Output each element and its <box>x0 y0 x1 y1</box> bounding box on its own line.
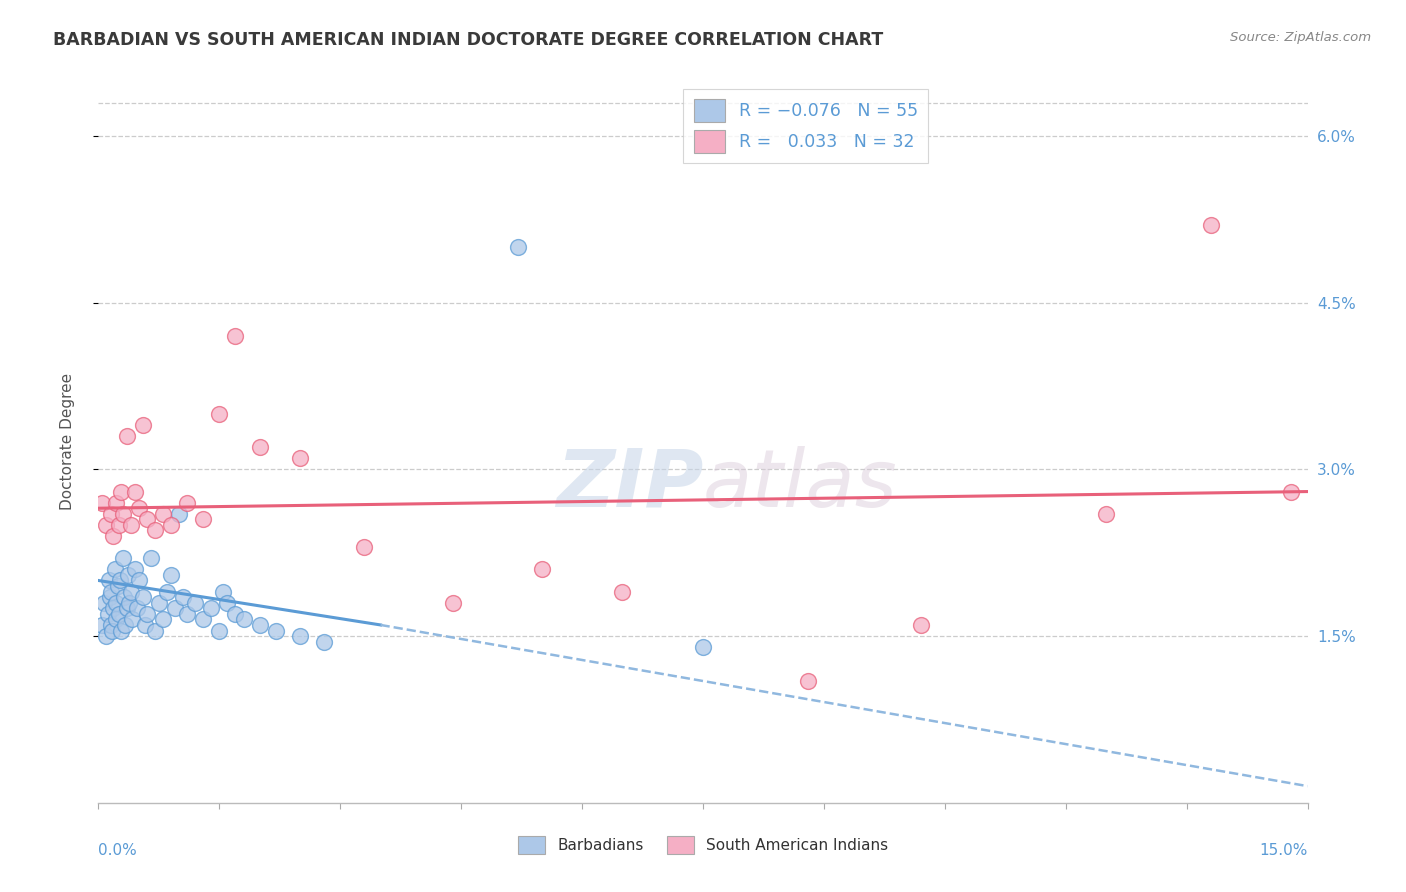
Point <box>101 624 124 638</box>
Point <box>152 507 174 521</box>
Text: Source: ZipAtlas.com: Source: ZipAtlas.com <box>1230 31 1371 45</box>
Point <box>184 596 207 610</box>
Point <box>127 601 149 615</box>
Point <box>612 584 634 599</box>
Point <box>108 574 131 588</box>
Point <box>212 584 235 599</box>
Text: BARBADIAN VS SOUTH AMERICAN INDIAN DOCTORATE DEGREE CORRELATION CHART: BARBADIAN VS SOUTH AMERICAN INDIAN DOCTO… <box>53 31 884 49</box>
Point <box>910 618 932 632</box>
Point <box>314 634 336 648</box>
Point <box>110 624 132 638</box>
Point <box>118 596 141 610</box>
Point <box>156 584 179 599</box>
Point <box>288 629 311 643</box>
Point <box>264 624 287 638</box>
Point <box>224 607 246 621</box>
Point <box>167 507 190 521</box>
Point <box>101 601 124 615</box>
Point <box>172 590 194 604</box>
Legend: Barbadians, South American Indians: Barbadians, South American Indians <box>512 830 894 860</box>
Point <box>128 574 150 588</box>
Text: ZIP: ZIP <box>555 446 703 524</box>
Point <box>217 596 239 610</box>
Point <box>1199 218 1222 232</box>
Point <box>100 584 122 599</box>
Point <box>100 618 122 632</box>
Point <box>93 596 115 610</box>
Point <box>353 540 375 554</box>
Point <box>160 568 183 582</box>
Point <box>110 484 132 499</box>
Point <box>506 240 529 254</box>
Point <box>1281 484 1303 499</box>
Point <box>163 601 186 615</box>
Point <box>96 629 118 643</box>
Point <box>120 517 142 532</box>
Point <box>441 596 464 610</box>
Point <box>132 590 155 604</box>
Point <box>115 429 138 443</box>
Point <box>1095 507 1118 521</box>
Point <box>105 496 128 510</box>
Point <box>91 496 114 510</box>
Point <box>117 568 139 582</box>
Point <box>208 624 231 638</box>
Point <box>98 590 121 604</box>
Point <box>160 517 183 532</box>
Point <box>249 440 271 454</box>
Point <box>111 507 134 521</box>
Point <box>100 507 122 521</box>
Point <box>107 517 129 532</box>
Point <box>96 517 118 532</box>
Point <box>692 640 714 655</box>
Point <box>128 501 150 516</box>
Point <box>208 407 231 421</box>
Text: 0.0%: 0.0% <box>98 843 138 857</box>
Text: 15.0%: 15.0% <box>1260 843 1308 857</box>
Point <box>105 612 128 626</box>
Point <box>121 612 143 626</box>
Point <box>148 596 170 610</box>
Point <box>193 612 215 626</box>
Point <box>107 607 129 621</box>
Point <box>139 551 162 566</box>
Point <box>249 618 271 632</box>
Point <box>193 512 215 526</box>
Point <box>120 584 142 599</box>
Point <box>124 484 146 499</box>
Point <box>530 562 553 576</box>
Point <box>97 607 120 621</box>
Point <box>105 596 128 610</box>
Point <box>232 612 254 626</box>
Point <box>176 496 198 510</box>
Point <box>288 451 311 466</box>
Point <box>101 529 124 543</box>
Point <box>112 590 135 604</box>
Point <box>97 574 120 588</box>
Point <box>135 512 157 526</box>
Point <box>107 579 129 593</box>
Point <box>797 673 820 688</box>
Point <box>103 562 125 576</box>
Point <box>152 612 174 626</box>
Point <box>114 618 136 632</box>
Point <box>176 607 198 621</box>
Point <box>143 624 166 638</box>
Point <box>91 618 114 632</box>
Point <box>115 601 138 615</box>
Point <box>200 601 222 615</box>
Point <box>143 524 166 538</box>
Point <box>135 607 157 621</box>
Y-axis label: Doctorate Degree: Doctorate Degree <box>60 373 75 510</box>
Point <box>134 618 156 632</box>
Text: atlas: atlas <box>703 446 898 524</box>
Point <box>124 562 146 576</box>
Point <box>224 329 246 343</box>
Point <box>132 417 155 432</box>
Point <box>111 551 134 566</box>
